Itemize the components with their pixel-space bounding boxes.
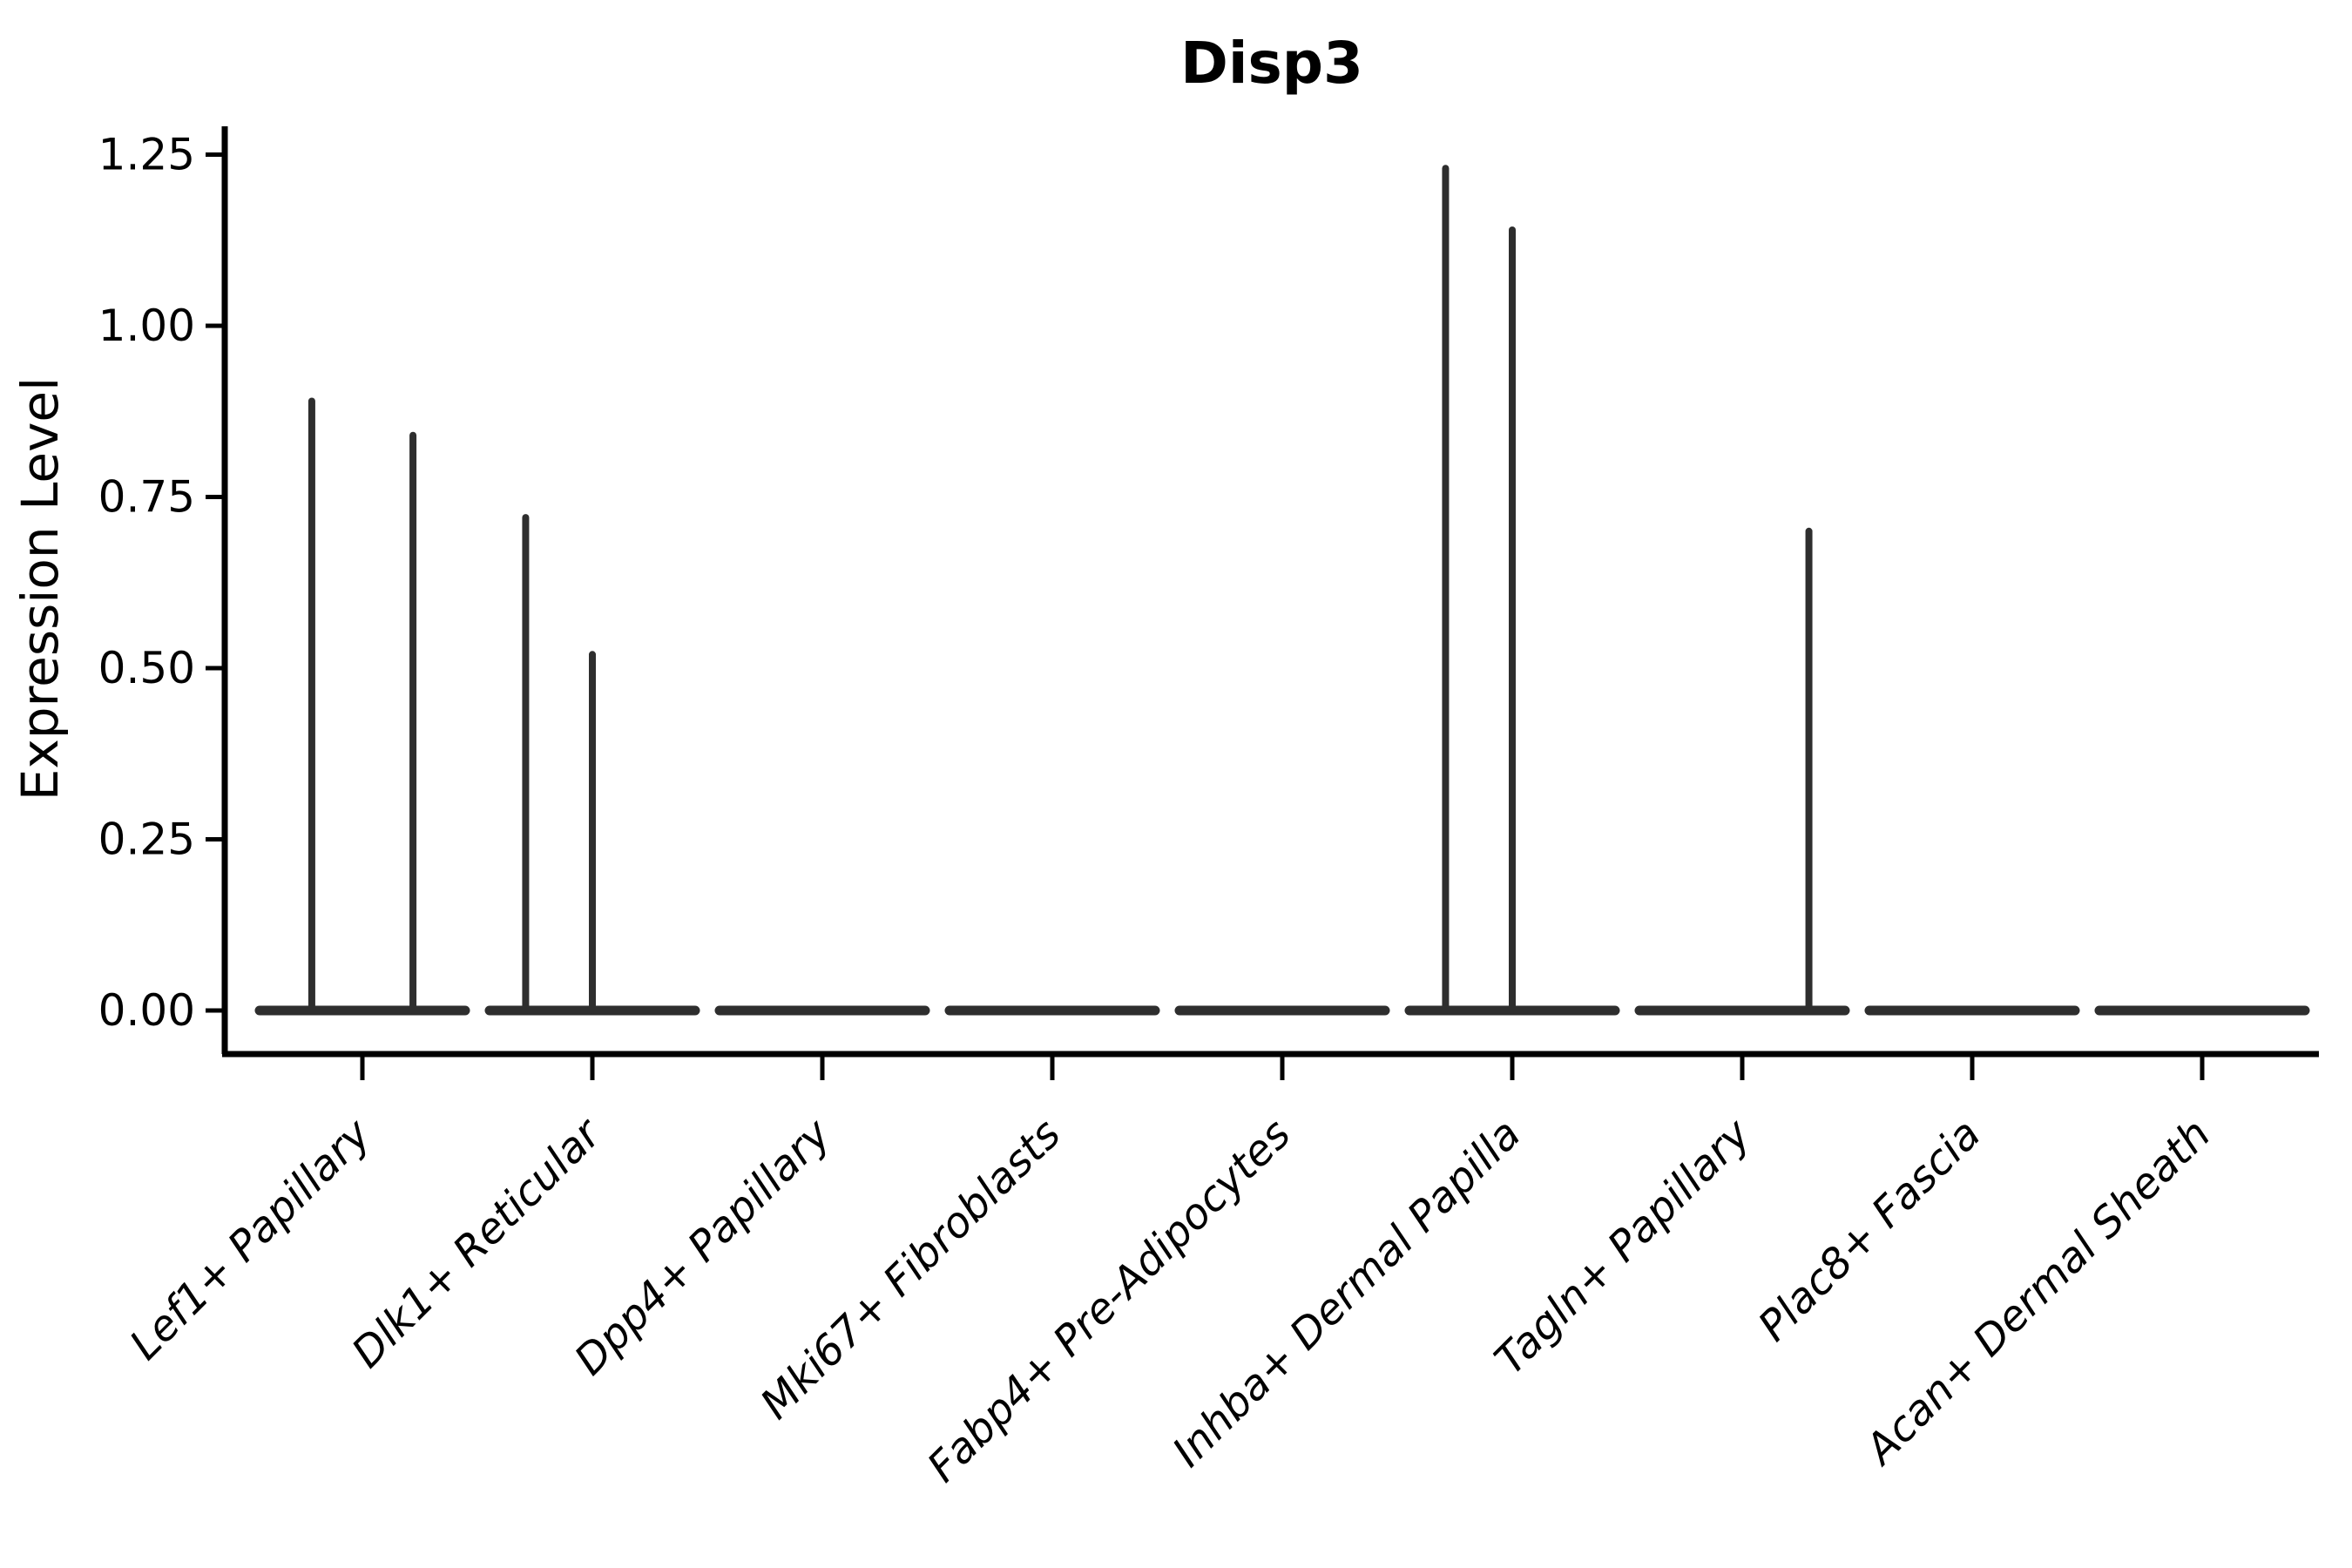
x-tick-label: Lef1+ Papillary — [120, 1109, 381, 1369]
y-tick-label: 1.25 — [98, 130, 195, 180]
y-tick-label: 0.75 — [98, 472, 195, 523]
y-axis-label: Expression Level — [10, 377, 70, 801]
violins — [254, 165, 2310, 1016]
x-tick-label: Plac8+ Fascia — [1749, 1110, 1990, 1351]
x-tick-label: Tagln+ Papillary — [1485, 1109, 1761, 1384]
y-tick-label: 0.00 — [98, 985, 195, 1036]
y-tick-label: 0.50 — [98, 643, 195, 693]
axes — [206, 126, 2319, 1080]
y-tick-label: 1.00 — [98, 301, 195, 351]
x-tick-label: Dpp4+ Papillary — [565, 1109, 841, 1384]
x-tick-label: Dlk1+ Reticular — [342, 1108, 612, 1378]
y-tick-label: 0.25 — [98, 814, 195, 865]
x-tick-label: Fabp4+ Pre-Adipocytes — [918, 1110, 1301, 1492]
plot-title: Disp3 — [1180, 30, 1363, 97]
y-tick-labels: 0.00 0.25 0.50 0.75 1.00 1.25 — [98, 130, 195, 1037]
